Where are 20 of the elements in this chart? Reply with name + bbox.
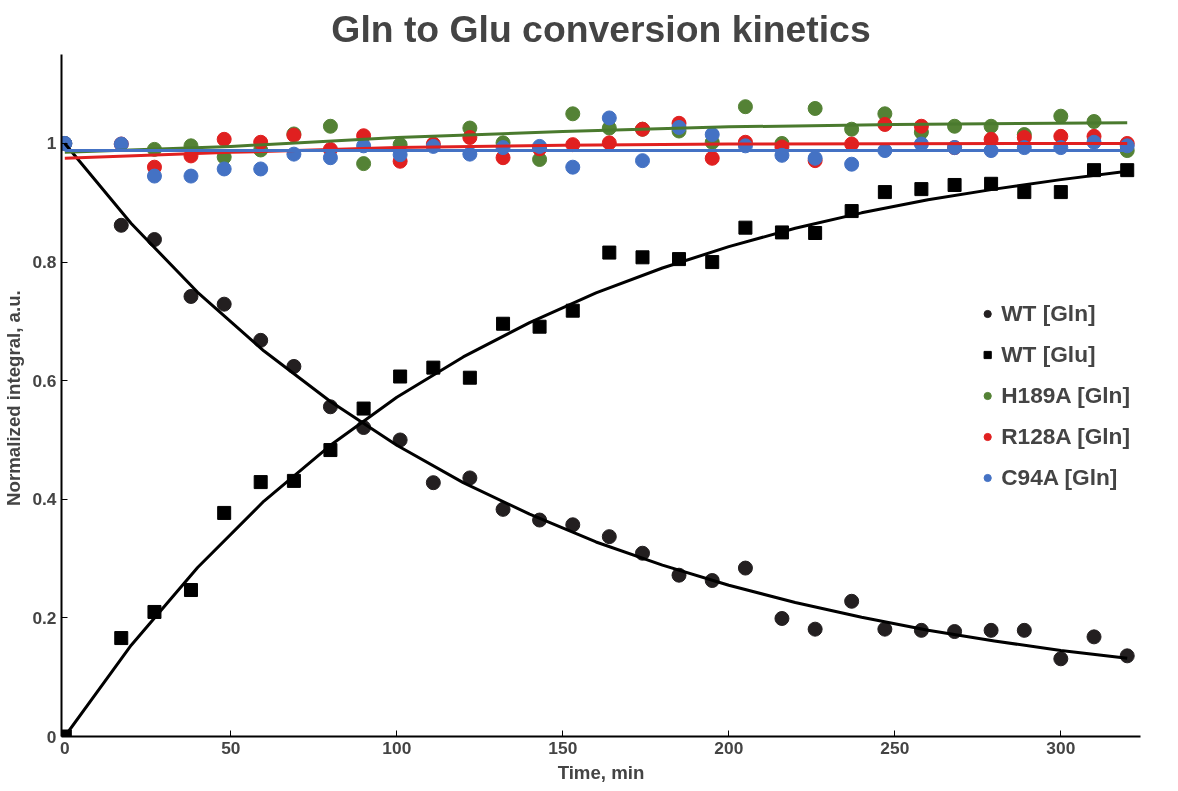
legend-label: R128A [Gln] bbox=[1001, 422, 1130, 450]
x-tick-label: 0 bbox=[60, 737, 70, 758]
y-axis-title: Normalized integral, a.u. bbox=[3, 290, 25, 506]
y-tick-label: 0.8 bbox=[32, 252, 57, 273]
x-tick-label: 300 bbox=[1046, 737, 1076, 758]
x-axis-title: Time, min bbox=[557, 761, 645, 783]
x-tick-label: 100 bbox=[382, 737, 412, 758]
y-tick-label: 0.4 bbox=[32, 489, 57, 510]
legend-label: WT [Gln] bbox=[1001, 299, 1096, 327]
y-tick-label: 0.2 bbox=[32, 607, 57, 628]
x-tick-label: 50 bbox=[221, 737, 241, 758]
legend-label: C94A [Gln] bbox=[1001, 463, 1118, 491]
legend-label: WT [Glu] bbox=[1001, 340, 1096, 368]
y-tick-label: 1 bbox=[46, 133, 57, 154]
legend-label: H189A [Gln] bbox=[1001, 381, 1130, 409]
x-tick-label: 200 bbox=[714, 737, 744, 758]
y-tick-label: 0.6 bbox=[32, 370, 57, 391]
chart-title: Gln to Glu conversion kinetics bbox=[331, 7, 871, 50]
x-tick-label: 250 bbox=[880, 737, 910, 758]
x-tick-label: 150 bbox=[548, 737, 578, 758]
